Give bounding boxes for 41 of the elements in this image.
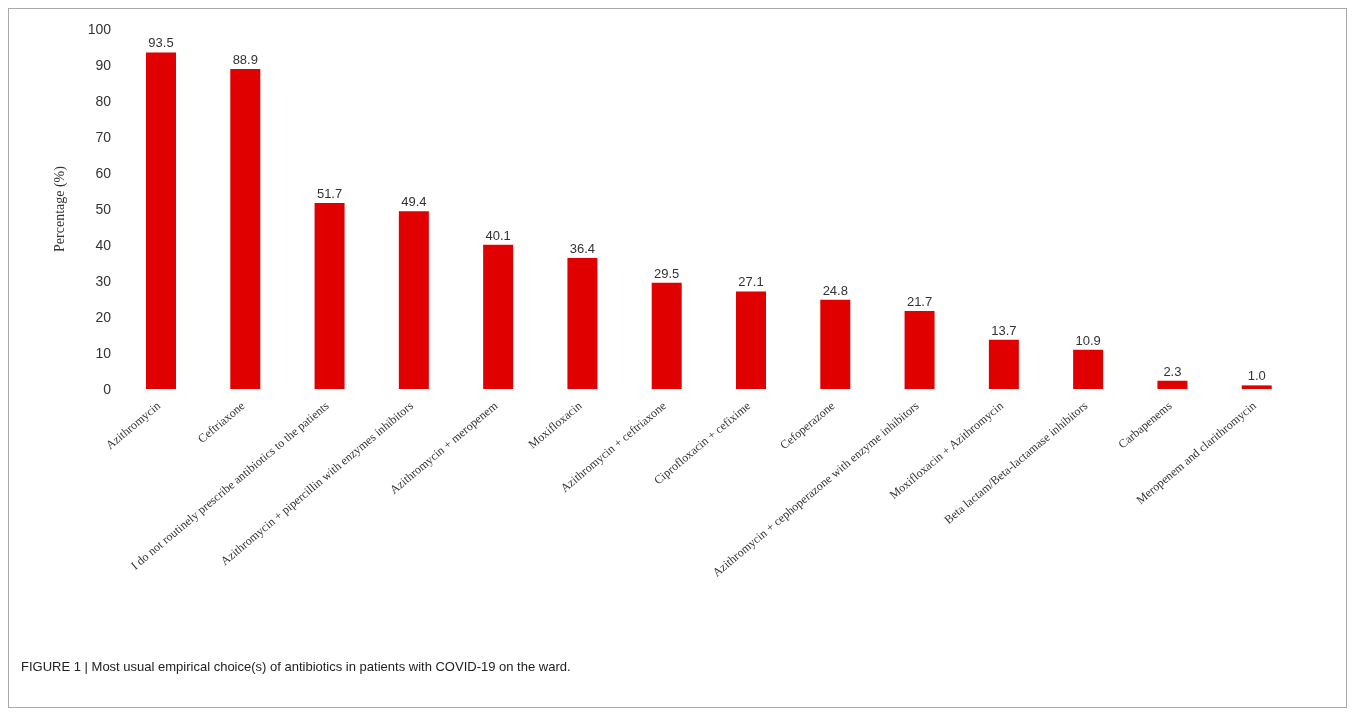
bar [398, 211, 429, 389]
bar [567, 257, 598, 389]
bar [1241, 385, 1272, 389]
bar [651, 282, 682, 389]
data-label: 24.8 [822, 282, 848, 298]
bar [230, 68, 261, 389]
data-label: 29.5 [654, 265, 680, 281]
data-label: 2.3 [1163, 363, 1182, 379]
data-label: 49.4 [401, 194, 427, 210]
data-label: 13.7 [991, 322, 1017, 338]
bar [820, 299, 851, 389]
y-tick-label: 40 [95, 236, 112, 253]
bar [146, 52, 176, 389]
y-tick-label: 80 [95, 92, 112, 109]
bar [483, 244, 514, 389]
data-label: 93.5 [148, 35, 174, 51]
bar [1157, 380, 1188, 389]
bar [314, 202, 345, 389]
y-tick-label: 20 [95, 308, 112, 325]
data-label: 21.7 [906, 293, 933, 309]
bar [988, 339, 1019, 389]
data-label: 10.9 [1075, 332, 1101, 348]
data-label: 36.4 [569, 240, 596, 256]
y-tick-label: 30 [95, 272, 112, 289]
y-tick-label: 100 [87, 20, 112, 37]
data-label: 27.1 [738, 274, 764, 290]
data-label: 88.9 [232, 51, 258, 67]
y-tick-label: 50 [95, 200, 112, 217]
data-label: 51.7 [316, 185, 343, 201]
data-label: 1.0 [1247, 368, 1266, 384]
caption: FIGURE 1 | Most usual empirical choice(s) of antibiotics in patients with COVID-19 on the ward. [21, 659, 572, 674]
y-axis-title: Percentage (%) [51, 165, 68, 252]
bar [904, 310, 935, 389]
y-tick-label: 0 [103, 380, 112, 397]
y-tick-label: 70 [95, 128, 112, 145]
bar [1073, 349, 1104, 389]
data-label: 40.1 [485, 227, 511, 243]
bar [736, 291, 766, 389]
y-tick-label: 60 [95, 164, 112, 181]
y-tick-label: 90 [95, 56, 112, 73]
y-tick-label: 10 [95, 344, 112, 361]
